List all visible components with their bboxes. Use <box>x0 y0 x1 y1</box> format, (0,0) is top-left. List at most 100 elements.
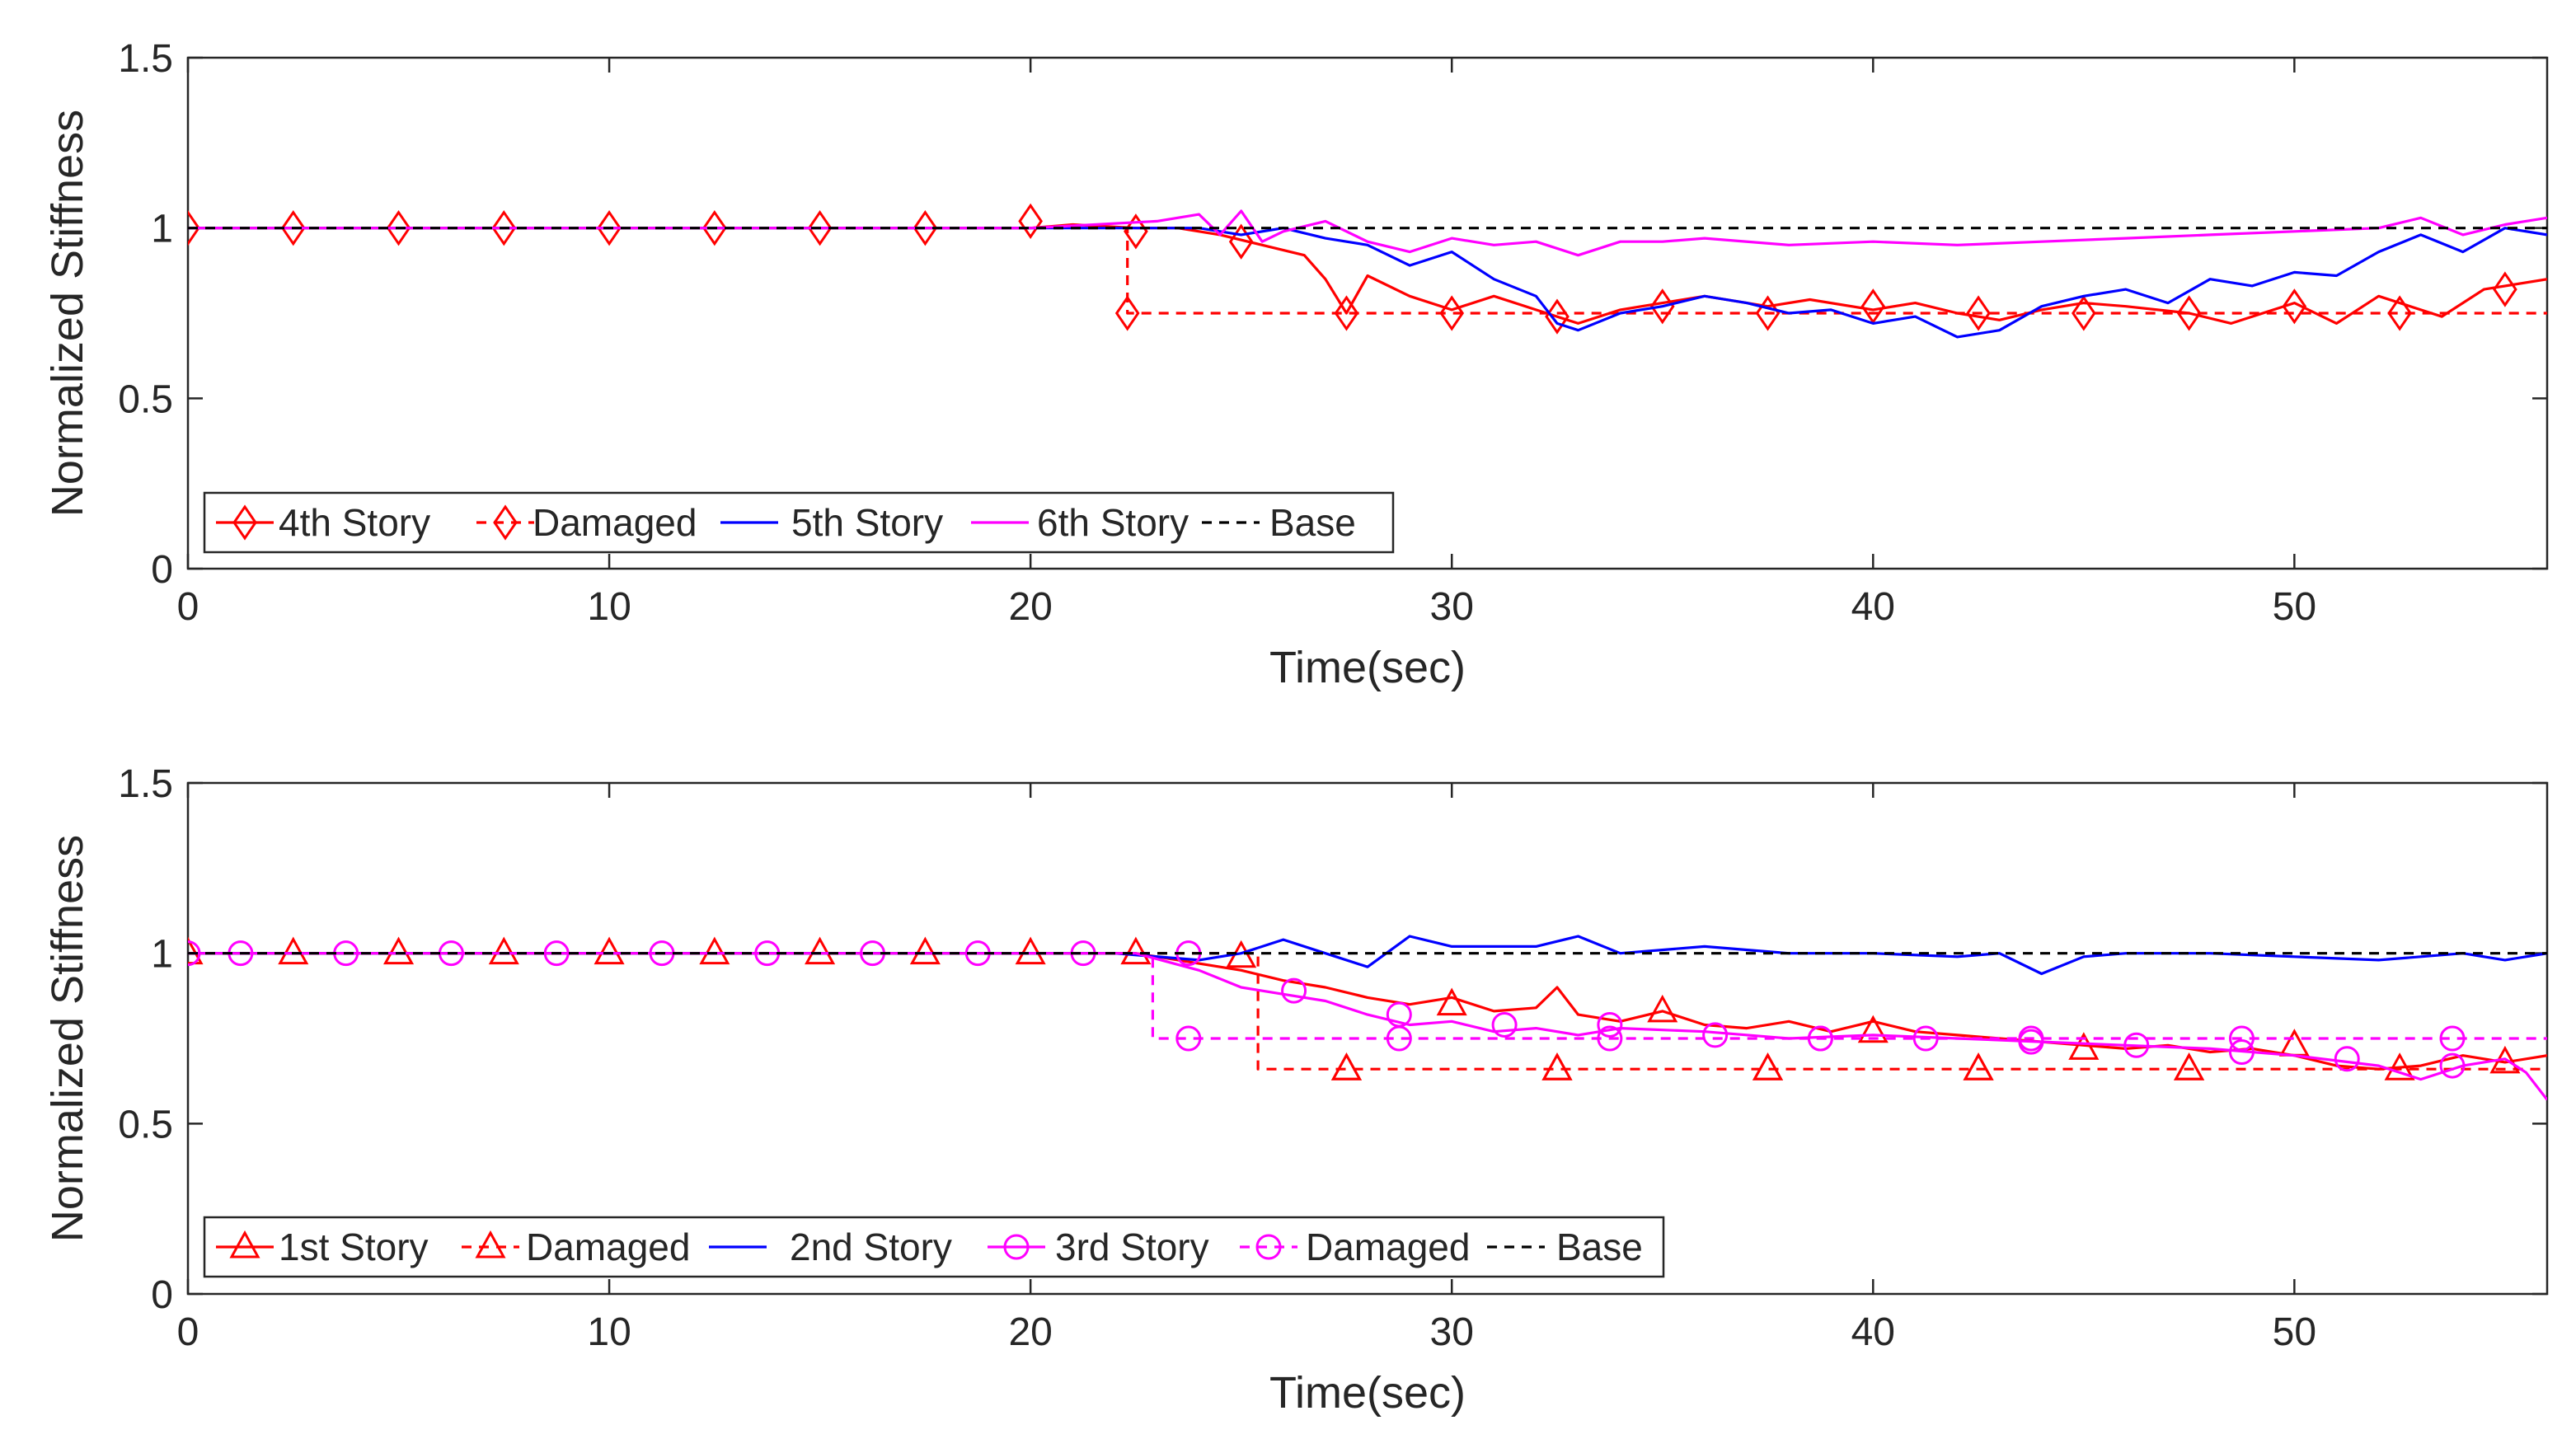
series-marker-3rd-story-3 <box>1702 1022 1729 1048</box>
series-marker-4th-story-0 <box>1018 203 1043 240</box>
series-marker-1st-story-0 <box>909 936 941 965</box>
series-line-5th-story-2 <box>188 227 2547 339</box>
x-tick-label: 0 <box>177 1310 199 1354</box>
series-marker-4th-story-0 <box>1334 295 1359 331</box>
legend-marker-diamond-icon <box>232 504 257 541</box>
legend-label: 5th Story <box>791 501 943 544</box>
series-marker-3rd-story-3 <box>2228 1039 2255 1066</box>
y-tick-label: 0.5 <box>118 377 173 421</box>
series-marker-4th-story-0 <box>1860 288 1886 325</box>
y-axis-label: Normalized Stiffness <box>43 835 92 1242</box>
x-tick-label: 40 <box>1851 1310 1895 1354</box>
series-marker-damaged-1 <box>1330 1052 1362 1080</box>
legend-label: Damaged <box>1306 1226 1470 1268</box>
series-marker-1st-story-0 <box>488 936 519 965</box>
x-tick-label: 20 <box>1008 1310 1052 1354</box>
series-marker-damaged-4 <box>1597 1025 1623 1052</box>
data-layer <box>188 935 2547 1101</box>
series-marker-4th-story-0 <box>491 210 517 246</box>
series-marker-3rd-story-3 <box>2334 1046 2360 1072</box>
legend-entry-6th-story: 6th Story <box>971 501 1189 544</box>
series-marker-damaged-1 <box>1114 295 1140 331</box>
series-line-2nd-story-2 <box>188 935 2547 976</box>
y-tick-label: 0 <box>151 1273 173 1317</box>
series-marker-4th-story-0 <box>2072 295 2096 331</box>
legend-entry-damaged: Damaged <box>462 1226 690 1268</box>
x-tick-label: 20 <box>1008 585 1052 629</box>
series-marker-1st-story-0 <box>1752 1052 1784 1080</box>
series-marker-1st-story-0 <box>1120 936 1152 965</box>
series-marker-damaged-4 <box>1807 1025 1833 1052</box>
series-marker-4th-story-0 <box>188 210 200 246</box>
x-tick-label: 0 <box>177 585 199 629</box>
legend-entry-2nd-story: 2nd Story <box>709 1226 952 1268</box>
series-marker-1st-story-0 <box>188 936 204 965</box>
series-marker-4th-story-0 <box>913 210 938 246</box>
y-tick-label: 1 <box>151 208 173 251</box>
series-line-damaged-1 <box>188 952 2547 1071</box>
legend: 4th Story Damaged 5th Story 6th Story Base <box>203 491 1395 554</box>
series-marker-4th-story-0 <box>2493 271 2517 307</box>
legend-label: Base <box>1269 501 1356 544</box>
series-marker-1st-story-0 <box>2384 1052 2415 1080</box>
x-tick-label: 30 <box>1430 1310 1474 1354</box>
x-axis-label: Time(sec) <box>1269 1368 1466 1418</box>
series-marker-1st-story-0 <box>594 936 625 965</box>
series-marker-1st-story-0 <box>1963 1052 1994 1080</box>
legend-label: Base <box>1556 1226 1643 1268</box>
legend-label: 6th Story <box>1037 501 1189 544</box>
series-marker-3rd-story-3 <box>2123 1032 2150 1058</box>
x-tick-label: 50 <box>2273 585 2316 629</box>
x-tick-label: 10 <box>587 585 631 629</box>
series-marker-4th-story-0 <box>1228 223 1254 260</box>
y-tick-label: 1.5 <box>118 37 173 81</box>
legend-entry-4th-story: 4th Story <box>216 501 430 544</box>
y-axis-label: Normalized Stiffness <box>43 110 92 517</box>
legend-entry-1st-story: 1st Story <box>216 1226 429 1268</box>
legend-entry-base: Base <box>1202 501 1356 544</box>
series-marker-damaged-4 <box>2439 1025 2466 1052</box>
y-tick-label: 1.5 <box>118 762 173 806</box>
legend-marker-triangle-icon <box>475 1230 506 1258</box>
x-axis-label: Time(sec) <box>1269 643 1466 692</box>
series-marker-1st-story-0 <box>2174 1052 2205 1080</box>
series-marker-1st-story-0 <box>1647 994 1678 1023</box>
series-marker-3rd-story-3 <box>188 940 201 967</box>
legend-marker-circle-icon <box>1255 1234 1282 1260</box>
legend-box <box>203 1216 1665 1278</box>
x-tick-label: 30 <box>1430 585 1474 629</box>
legend-entry-base: Base <box>1487 1226 1643 1268</box>
series-marker-4th-story-0 <box>386 210 411 246</box>
series-marker-4th-story-0 <box>2176 295 2202 331</box>
series-line-4th-story-0 <box>188 223 2547 325</box>
series-marker-damaged-4 <box>1386 1025 1412 1052</box>
y-tick-label: 0 <box>151 548 173 592</box>
series-marker-3rd-story-3 <box>1281 977 1307 1004</box>
series-marker-damaged-1 <box>1752 1052 1784 1080</box>
chart-panel-2: 0 10 20 30 40 50 0 0.5 1 1.5 Time(sec) Normalized S… <box>43 762 2549 1418</box>
series-marker-1st-story-0 <box>1857 1015 1889 1043</box>
legend-label: 1st Story <box>279 1226 429 1268</box>
series-marker-3rd-story-3 <box>2439 1052 2466 1079</box>
series-marker-1st-story-0 <box>2278 1029 2310 1057</box>
series-line-damaged-4 <box>188 952 2547 1040</box>
series-marker-1st-story-0 <box>2068 1032 2100 1060</box>
chart-panel-1: 0 10 20 30 40 50 0 0.5 1 1.5 Time(sec) Normalized S… <box>43 37 2549 692</box>
legend-label: Damaged <box>526 1226 690 1268</box>
series-marker-3rd-story-3 <box>543 940 570 967</box>
series-marker-1st-story-0 <box>1541 1052 1573 1080</box>
x-tick-label: 10 <box>587 1310 631 1354</box>
series-marker-1st-story-0 <box>278 936 309 965</box>
legend-entry-3rd-story: 3rd Story <box>988 1226 1209 1268</box>
series-marker-4th-story-0 <box>1124 213 1148 250</box>
series-marker-4th-story-0 <box>280 210 306 246</box>
series-marker-3rd-story-3 <box>1597 1011 1623 1038</box>
series-marker-4th-story-0 <box>2282 288 2307 325</box>
series-marker-1st-story-0 <box>1015 936 1046 965</box>
series-marker-3rd-story-3 <box>1491 1011 1518 1038</box>
series-marker-1st-story-0 <box>1330 1052 1362 1080</box>
legend-marker-circle-icon <box>1003 1234 1030 1260</box>
x-tick-label: 40 <box>1851 585 1895 629</box>
series-marker-4th-story-0 <box>702 210 727 246</box>
